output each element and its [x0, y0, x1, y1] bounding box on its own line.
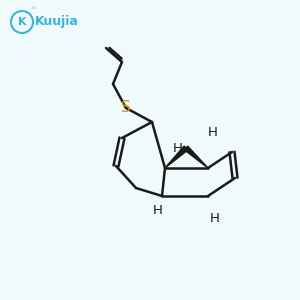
Text: Kuujia: Kuujia	[35, 16, 79, 28]
Text: H: H	[208, 125, 218, 139]
Polygon shape	[184, 146, 208, 168]
Text: H: H	[210, 212, 220, 224]
Text: S: S	[121, 100, 131, 116]
Text: H: H	[173, 142, 183, 154]
Text: H: H	[153, 203, 163, 217]
Text: K: K	[18, 17, 26, 27]
Text: °: °	[31, 7, 34, 13]
Polygon shape	[165, 146, 188, 168]
